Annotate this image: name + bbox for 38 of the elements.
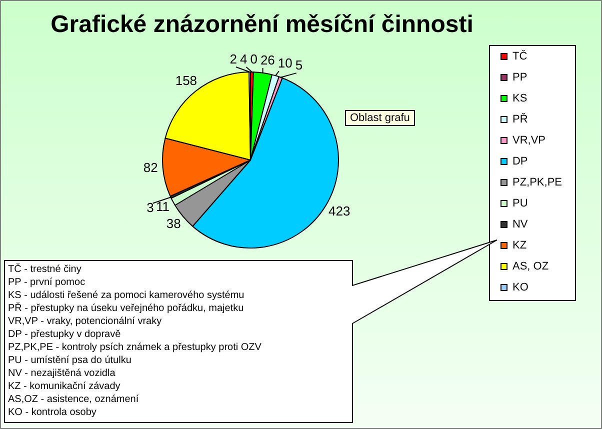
text: VR,VP - vraky, potencionální vraky	[8, 315, 163, 328]
text: Oblast grafu	[345, 110, 415, 126]
legend-label: TČ	[512, 50, 528, 63]
legend-label: PŘ	[512, 112, 528, 126]
legend-label: KO	[512, 282, 529, 294]
text: PŘ - přestupky na úseku veřejného pořádku, majetku	[8, 302, 245, 315]
text: KO - kontrola osoby	[8, 406, 98, 419]
legend-label: AS, OZ	[512, 260, 549, 273]
legend-label: PP	[512, 72, 528, 84]
legend-label: VR,VP	[512, 134, 546, 147]
data-label: 2	[230, 52, 237, 67]
data-label: 4	[240, 52, 248, 67]
data-label: 11	[156, 199, 170, 214]
legend-label: PZ,PK,PE	[512, 176, 562, 189]
data-label: 158	[175, 73, 198, 88]
data-label: 38	[166, 216, 181, 231]
legend-label: PU	[512, 198, 528, 210]
data-label: 10	[278, 56, 292, 71]
legend-label: NV	[512, 218, 528, 231]
data-label: 5	[295, 58, 303, 73]
text: KS - události řešené za pomoci kamerového systému	[8, 289, 246, 302]
text: DP - přestupky v dopravě	[8, 328, 122, 341]
data-label: 82	[143, 160, 158, 176]
text: NV - nezajištěná vozidla	[8, 367, 116, 380]
legend-label: KS	[512, 92, 528, 105]
text: TČ - trestné činy	[8, 263, 82, 276]
legend-label: DP	[512, 156, 528, 168]
data-label: 26	[260, 52, 275, 68]
legend-label: KZ	[512, 240, 527, 252]
text: 0	[250, 52, 258, 67]
data-label: 3	[146, 200, 154, 215]
text: PZ,PK,PE - kontroly psích známek a přestupky proti OZV	[8, 341, 262, 354]
text: KZ - komunikační závady	[8, 380, 122, 393]
text: PU - umístění psa do útulku	[8, 354, 132, 367]
text: AS,OZ - asistence, oznámení	[8, 393, 140, 406]
data-label: 423	[328, 203, 350, 218]
text: PP - první pomoc	[8, 276, 86, 289]
chart-title: Grafické znázornění měsíční činnosti	[50, 11, 474, 39]
